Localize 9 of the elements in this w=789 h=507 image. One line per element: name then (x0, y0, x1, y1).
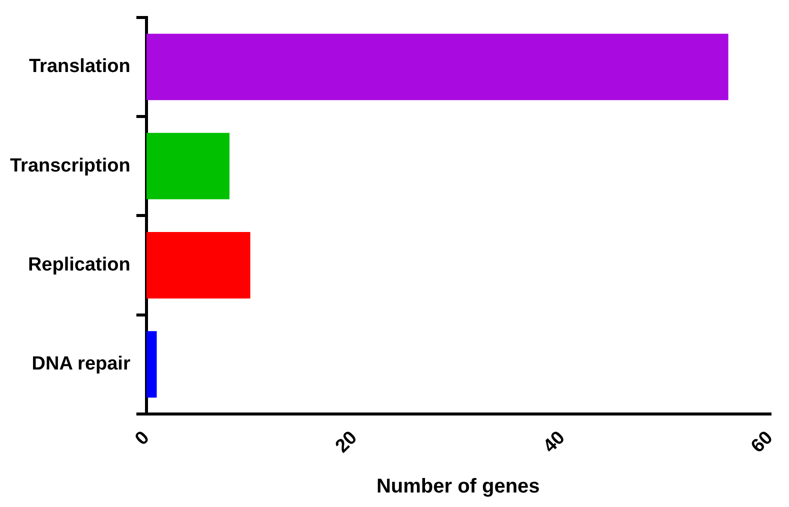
y-tick-label: Translation (28, 56, 130, 78)
y-tick-label: Transcription (10, 155, 130, 176)
y-tick-label: Replication (28, 254, 130, 276)
x-tick-label: 0 (131, 427, 154, 450)
x-tick-label: 20 (332, 427, 362, 458)
x-tick-label: 40 (539, 427, 570, 458)
y-tick-label: DNA repair (32, 354, 131, 375)
x-tick-label: 60 (747, 427, 778, 458)
x-axis-title: Number of genes (376, 476, 540, 498)
